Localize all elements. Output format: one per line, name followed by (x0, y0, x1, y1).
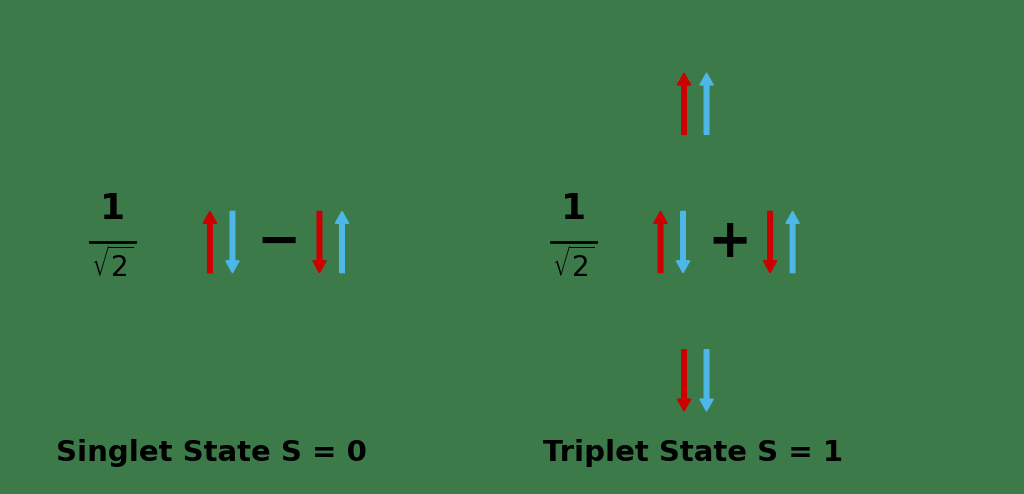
FancyArrow shape (313, 211, 326, 273)
Text: +: + (707, 216, 752, 268)
FancyArrow shape (654, 211, 668, 273)
Text: 1: 1 (100, 192, 125, 226)
Text: $\sqrt{2}$: $\sqrt{2}$ (91, 247, 134, 283)
FancyArrow shape (700, 350, 714, 411)
Text: −: − (256, 216, 301, 268)
FancyArrow shape (678, 73, 691, 134)
FancyArrow shape (700, 73, 714, 134)
FancyArrow shape (678, 350, 691, 411)
Text: Singlet State S = 0: Singlet State S = 0 (56, 439, 368, 466)
FancyArrow shape (786, 211, 800, 273)
FancyArrow shape (676, 211, 690, 273)
FancyArrow shape (226, 211, 240, 273)
Text: Triplet State S = 1: Triplet State S = 1 (543, 439, 843, 466)
FancyArrow shape (336, 211, 348, 273)
Text: 1: 1 (561, 192, 586, 226)
FancyArrow shape (763, 211, 777, 273)
FancyArrow shape (203, 211, 217, 273)
Text: $\sqrt{2}$: $\sqrt{2}$ (552, 247, 595, 283)
